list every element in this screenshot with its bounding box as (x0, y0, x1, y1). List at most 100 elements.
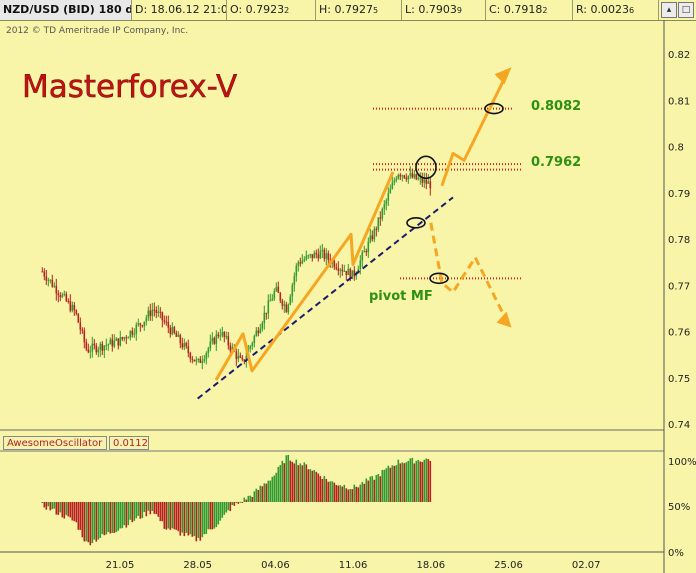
maximize-icon[interactable]: □ (678, 2, 694, 18)
oscillator-bar (355, 486, 358, 502)
oscillator-bar (365, 478, 368, 502)
oscillator-bar (69, 502, 72, 518)
copyright-note: 2012 © TD Ameritrade IP Company, Inc. (6, 26, 188, 36)
candle-body (47, 279, 50, 281)
indicator-name[interactable]: AwesomeOscillator (3, 436, 107, 450)
candle-body (133, 333, 136, 335)
trend-line (197, 196, 454, 400)
candle-body (339, 269, 342, 271)
oscillator-bar (423, 459, 426, 502)
candle-body (69, 301, 72, 311)
candle-body (267, 300, 270, 314)
candle-body (141, 325, 144, 327)
oscillator-bar (105, 502, 108, 535)
oscillator-bar (165, 502, 168, 530)
highlight-circle (406, 217, 426, 229)
candle-body (297, 262, 300, 266)
candle-body (59, 295, 62, 298)
highlight-circle (429, 272, 449, 285)
candle-body (161, 312, 164, 321)
candle-body (343, 270, 346, 272)
oscillator-bar (345, 488, 348, 502)
candle-body (201, 360, 204, 363)
oscillator-bar (109, 502, 112, 534)
oscillator-bar (315, 471, 318, 502)
oscillator-bar (107, 502, 110, 533)
candle-body (75, 310, 78, 314)
oscillator-bar (53, 502, 56, 509)
oscillator-bar (215, 502, 218, 528)
price-tick-label: 0.81 (668, 96, 690, 107)
oscillator-bar (353, 484, 356, 502)
low-readout: L: 0.79039 (402, 0, 486, 20)
oscillator-bar (249, 495, 252, 502)
candle-body (179, 334, 182, 344)
candle-body (391, 182, 394, 189)
candle-body (93, 343, 96, 346)
oscillator-bar (393, 465, 396, 502)
oscillator-bar (317, 473, 320, 502)
candle-body (203, 359, 206, 361)
candle-body (377, 217, 380, 230)
candle-body (181, 343, 184, 348)
oscillator-bar (337, 485, 340, 502)
oscillator-bar (147, 502, 150, 511)
oscillator-bar (267, 480, 270, 502)
oscillator-bar (197, 502, 200, 538)
candle-body (283, 304, 286, 306)
candle-body (189, 352, 192, 359)
oscillator-bar (241, 502, 244, 503)
oscillator-bar (67, 502, 70, 517)
oscillator-bar (251, 496, 254, 502)
oscillator-tick-label: 100% (668, 457, 696, 468)
price-tick-label: 0.8 (668, 143, 684, 154)
candle-body (171, 327, 174, 335)
candle-body (77, 313, 80, 323)
close-value-extra-digit: 2 (542, 6, 548, 15)
candle-body (79, 322, 82, 330)
oscillator-bar (121, 502, 124, 529)
oscillator-bar (195, 502, 198, 542)
oscillator-bar (217, 502, 220, 525)
oscillator-bar (305, 464, 308, 502)
candle-body (145, 317, 148, 322)
candle-body (287, 304, 290, 313)
minimize-icon[interactable]: ▴ (661, 2, 677, 18)
candle-body (107, 344, 110, 346)
candle-body (101, 343, 104, 351)
candle-body (117, 338, 120, 346)
oscillator-bar (281, 460, 284, 502)
oscillator-bar (395, 465, 398, 502)
oscillator-bar (135, 502, 138, 519)
oscillator-bar (43, 502, 46, 508)
level-label-0.8082: 0.8082 (531, 99, 581, 114)
oscillator-bar (179, 502, 182, 536)
oscillator-bar (41, 502, 44, 503)
candle-body (105, 345, 108, 347)
candle-body (91, 343, 94, 352)
candle-body (235, 351, 238, 360)
oscillator-bar (203, 502, 206, 535)
price-tick-label: 0.75 (668, 374, 690, 385)
candle-body (103, 345, 106, 351)
candle-body (307, 255, 310, 257)
candle-body (417, 178, 420, 180)
candle-body (365, 250, 368, 253)
symbol-label[interactable]: NZD/USD (BID) 180 d 4h (0, 0, 132, 20)
oscillator-bar (413, 463, 416, 502)
candle-body (137, 323, 140, 325)
oscillator-bar (211, 502, 214, 530)
candle-body (165, 321, 168, 323)
oscillator-bar (149, 502, 152, 515)
oscillator-bar (295, 459, 298, 502)
oscillator-bar (427, 459, 430, 502)
candle-body (387, 193, 390, 201)
candle-body (163, 320, 166, 322)
time-axis-labels: 21.05 28.05 04.06 11.06 18.06 25.06 02.07 (106, 560, 601, 571)
candle-body (159, 311, 162, 313)
candle-body (427, 181, 430, 184)
candlesticks (41, 166, 432, 370)
candle-body (241, 357, 244, 360)
oscillator-bar (283, 463, 286, 502)
